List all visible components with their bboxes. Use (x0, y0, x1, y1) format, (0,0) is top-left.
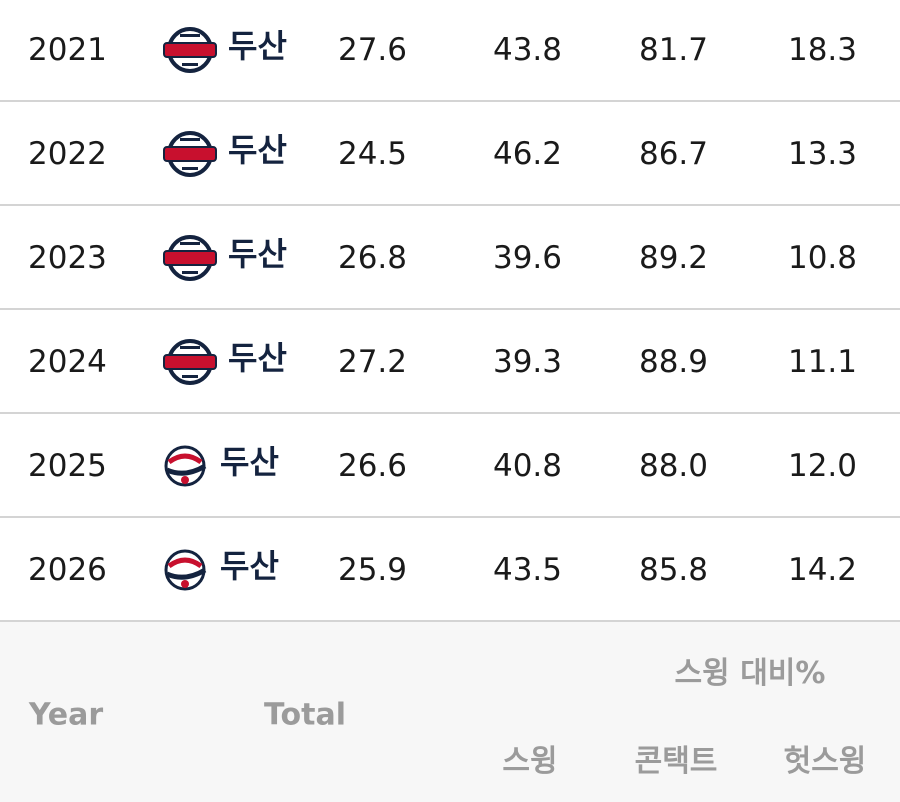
stat-cell: 27.6 (337, 32, 407, 68)
stat-cell: 14.2 (787, 552, 857, 588)
stat-cell: 39.3 (492, 344, 562, 380)
stat-cell: 88.9 (638, 344, 708, 380)
table-row: 2021 두산 27.6 43.8 81.7 18.3 (0, 0, 900, 102)
stat-cell: 24.5 (337, 136, 407, 172)
team-logo (164, 549, 207, 591)
stat-cell: 81.7 (638, 32, 708, 68)
table-row: 2022 두산 24.5 46.2 86.7 13.3 (0, 104, 900, 206)
stat-cell: 26.8 (337, 240, 407, 276)
table-row: 2024 두산 27.2 39.3 88.9 11.1 (0, 312, 900, 414)
stat-cell: 11.1 (787, 344, 857, 380)
table-row: 2026 두산 25.9 43.5 85.8 14.2 (0, 520, 900, 622)
team-name: 두산 (220, 547, 279, 585)
stat-cell: 89.2 (638, 240, 708, 276)
stat-cell: 40.8 (492, 448, 562, 484)
year-cell: 2025 (28, 448, 107, 484)
team-name: 두산 (228, 235, 287, 273)
swing-header: 스윙 (502, 744, 558, 779)
year-cell: 2026 (28, 552, 107, 588)
stat-cell: 18.3 (787, 32, 857, 68)
stat-cell: 27.2 (337, 344, 407, 380)
contact-header: 콘택트 (634, 744, 718, 779)
group-header: 스윙 대비% (674, 656, 826, 691)
year-cell: 2022 (28, 136, 107, 172)
year-cell: 2023 (28, 240, 107, 276)
stat-cell: 12.0 (787, 448, 857, 484)
team-logo (163, 339, 217, 385)
team-name: 두산 (228, 339, 287, 377)
team-logo (163, 131, 217, 177)
year-cell: 2021 (28, 32, 107, 68)
year-cell: 2024 (28, 344, 107, 380)
table-row: 2023 두산 26.8 39.6 89.2 10.8 (0, 208, 900, 310)
stat-cell: 43.8 (492, 32, 562, 68)
team-logo (164, 445, 207, 487)
team-name: 두산 (228, 131, 287, 169)
stat-cell: 39.6 (492, 240, 562, 276)
team-logo (163, 27, 217, 73)
stat-cell: 43.5 (492, 552, 562, 588)
whiff-header: 헛스윙 (783, 744, 867, 779)
stat-cell: 85.8 (638, 552, 708, 588)
stat-cell: 13.3 (787, 136, 857, 172)
team-name: 두산 (228, 27, 287, 65)
stat-cell: 86.7 (638, 136, 708, 172)
table-header: 스윙 대비% Year Total 스윙 콘택트 헛스윙 (0, 622, 900, 802)
team-name: 두산 (220, 443, 279, 481)
stat-cell: 10.8 (787, 240, 857, 276)
team-logo (163, 235, 217, 281)
year-header: Year (28, 697, 104, 733)
stat-cell: 25.9 (337, 552, 407, 588)
stat-cell: 88.0 (638, 448, 708, 484)
stat-cell: 26.6 (337, 448, 407, 484)
total-header: Total (264, 697, 346, 733)
stat-cell: 46.2 (492, 136, 562, 172)
table-row: 2025 두산 26.6 40.8 88.0 12.0 (0, 416, 900, 518)
